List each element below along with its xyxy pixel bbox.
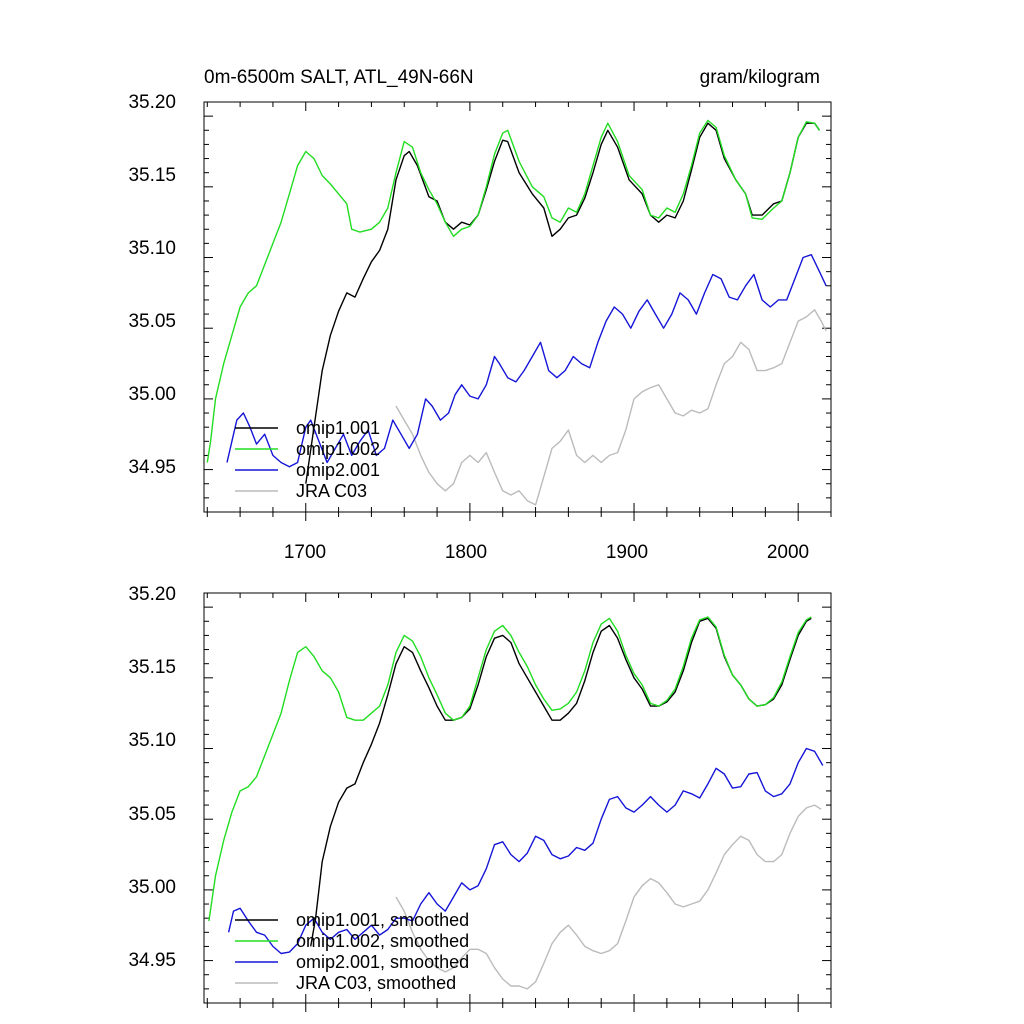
units-label: gram/kilogram [700, 67, 820, 88]
plot-frame [203, 592, 832, 1004]
x-tick-label: 2000 [767, 542, 809, 563]
y-tick-label: 35.10 [128, 238, 176, 259]
y-tick-label: 35.20 [128, 92, 176, 113]
bottom-panel: 35.20 35.15 35.10 35.05 35.00 34.95 omip… [128, 584, 832, 1012]
y-axis-labels: 35.20 35.15 35.10 35.05 35.00 34.95 [128, 584, 176, 971]
plot-lines [206, 119, 827, 506]
series-line-omip1-002 [206, 119, 821, 463]
legend-label: JRA C03 [296, 481, 367, 501]
series-line-omip1-001-smoothed [310, 617, 812, 947]
top-panel: 0m-6500m SALT, ATL_49N-66N gram/kilogram… [128, 67, 832, 563]
legend-label: omip2.001 [296, 460, 380, 480]
x-tick-label: 1900 [606, 542, 648, 563]
y-tick-label: 35.10 [128, 730, 176, 751]
legend: omip1.001 omip1.002 omip2.001 JRA C03 [235, 418, 380, 501]
y-tick-label: 35.00 [128, 384, 176, 405]
axis-ticks [204, 593, 832, 1012]
legend-label: omip1.002 [296, 439, 380, 459]
x-axis-labels: 1700 1800 1900 2000 [284, 542, 809, 563]
legend-label: omip2.001, smoothed [296, 952, 469, 972]
legend-label: omip1.001, smoothed [296, 910, 469, 930]
panel-title: 0m-6500m SALT, ATL_49N-66N [204, 67, 474, 88]
series-line-omip1-002-smoothed [208, 616, 812, 922]
axis-ticks [204, 102, 832, 521]
series-line-omip2-001-smoothed [227, 747, 824, 955]
y-tick-label: 35.00 [128, 877, 176, 898]
y-tick-label: 35.15 [128, 657, 176, 678]
y-tick-label: 35.15 [128, 165, 176, 186]
y-tick-label: 35.05 [128, 804, 176, 825]
series-line-omip2-001 [226, 253, 827, 468]
legend: omip1.001, smoothed omip1.002, smoothed … [235, 910, 469, 993]
legend-label: omip1.001 [296, 418, 380, 438]
y-tick-label: 35.20 [128, 584, 176, 605]
y-tick-label: 34.95 [128, 457, 176, 478]
y-tick-label: 34.95 [128, 950, 176, 971]
y-tick-label: 35.05 [128, 311, 176, 332]
series-line-omip1-001 [305, 122, 821, 484]
legend-label: omip1.002, smoothed [296, 931, 469, 951]
x-tick-label: 1700 [284, 542, 326, 563]
legend-label: JRA C03, smoothed [296, 973, 456, 993]
x-tick-label: 1800 [445, 542, 487, 563]
plot-lines [208, 616, 824, 990]
series-line-jra-c03 [395, 309, 827, 506]
series-line-jra-c03-smoothed [395, 804, 822, 990]
y-axis-labels: 35.20 35.15 35.10 35.05 35.00 34.95 [128, 92, 176, 478]
plot-frame [203, 101, 832, 513]
